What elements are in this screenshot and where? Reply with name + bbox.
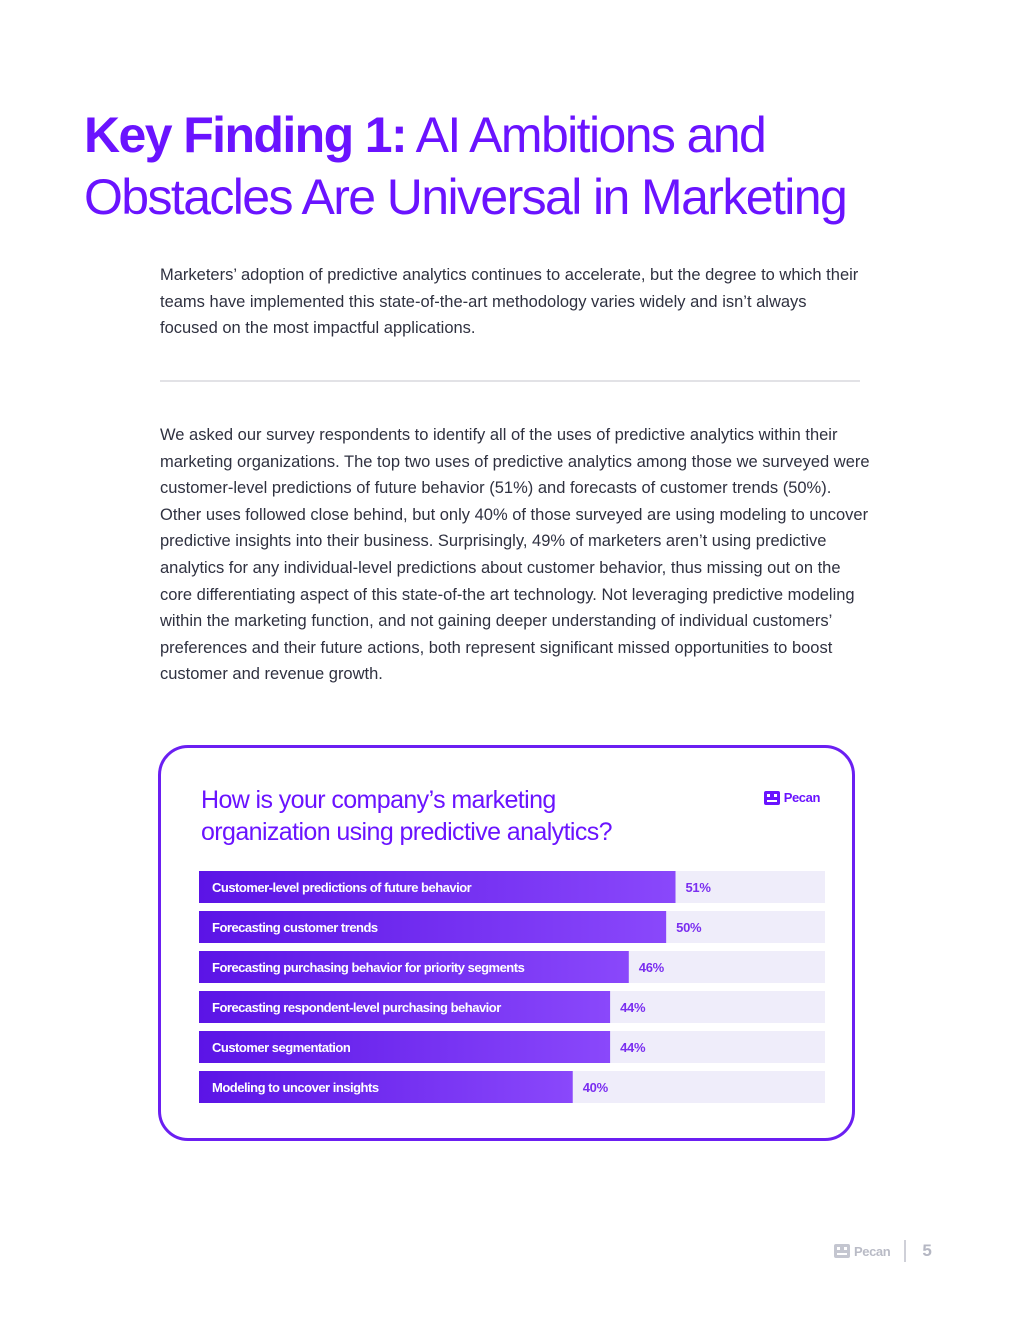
bar-value-label: 44% [620, 1000, 646, 1015]
chart-title: How is your company’s marketing organiza… [201, 786, 613, 846]
chart-card: How is your company’s marketing organiza… [158, 745, 855, 1141]
chart-brand-name: Pecan [783, 790, 821, 805]
bar-value-label: 40% [583, 1080, 609, 1095]
body-paragraph: We asked our survey respondents to ident… [160, 426, 870, 684]
footer-brand-name: Pecan [854, 1243, 891, 1259]
page-footer: Pecan 5 [834, 1240, 932, 1262]
page-number: 5 [922, 1241, 932, 1260]
bar-value-label: 44% [620, 1040, 646, 1055]
bar-category-label: Forecasting purchasing behavior for prio… [212, 960, 525, 975]
bar-value-label: 50% [676, 920, 702, 935]
bar-category-label: Forecasting respondent-level purchasing … [212, 1000, 501, 1015]
pecan-logo-icon [763, 790, 780, 805]
footer-brand: Pecan [834, 1243, 891, 1259]
bar [199, 871, 676, 903]
bar-chart: Customer-level predictions of future beh… [199, 871, 825, 1103]
bar [199, 991, 611, 1023]
chart-brand: Pecan [763, 790, 821, 805]
bar-category-label: Forecasting customer trends [212, 920, 378, 935]
title-key-finding: Key Finding 1: [84, 107, 408, 163]
bar-category-label: Customer-level predictions of future beh… [212, 880, 472, 895]
intro-paragraph: Marketers’ adoption of predictive analyt… [160, 266, 859, 337]
bar-value-label: 46% [639, 960, 665, 975]
title-rest: AI Ambitions and Obstacles Are Universal… [84, 107, 848, 225]
bar-category-label: Modeling to uncover insights [212, 1080, 379, 1095]
bar-category-label: Customer segmentation [212, 1040, 351, 1055]
bar [199, 911, 667, 943]
bar [199, 951, 629, 983]
footer-separator [904, 1240, 907, 1262]
bar [199, 1071, 573, 1103]
pecan-logo-icon [834, 1244, 850, 1258]
page-title: Key Finding 1: AI Ambitions and Obstacle… [84, 104, 944, 228]
section-divider [160, 380, 860, 382]
bar [199, 1031, 611, 1063]
bar-value-label: 51% [686, 880, 712, 895]
